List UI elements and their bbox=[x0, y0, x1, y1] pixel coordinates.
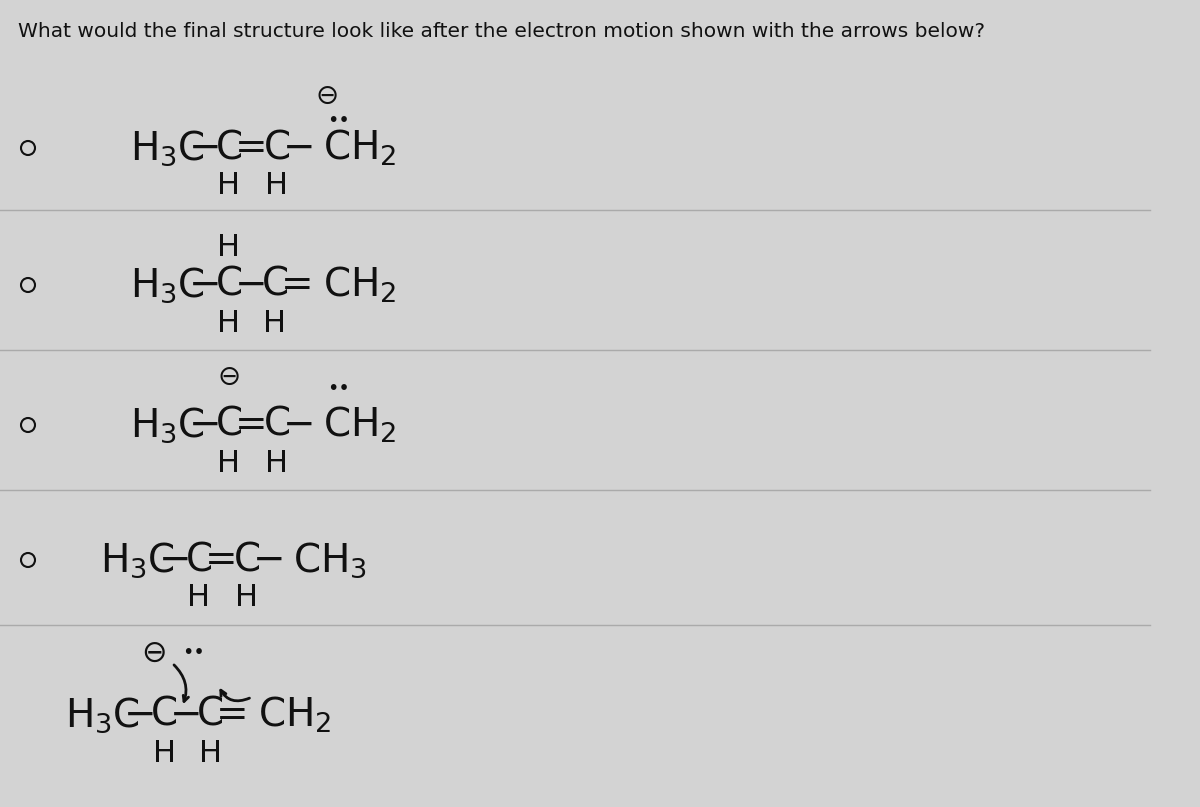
Text: =: = bbox=[216, 696, 248, 734]
Text: C: C bbox=[216, 129, 242, 167]
Text: −: − bbox=[158, 541, 191, 579]
Text: H: H bbox=[198, 738, 222, 767]
Text: −: − bbox=[283, 406, 316, 444]
Text: H$_3$C: H$_3$C bbox=[130, 128, 205, 168]
Text: H: H bbox=[187, 583, 210, 613]
Text: H: H bbox=[264, 308, 287, 337]
Text: =: = bbox=[235, 406, 268, 444]
Text: ••: •• bbox=[326, 111, 349, 129]
Text: H: H bbox=[217, 308, 240, 337]
Text: C: C bbox=[150, 696, 178, 734]
Text: C: C bbox=[234, 541, 260, 579]
Text: C: C bbox=[264, 129, 290, 167]
Text: =: = bbox=[235, 129, 268, 167]
Text: −: − bbox=[283, 129, 316, 167]
Text: H: H bbox=[265, 172, 288, 200]
Text: CH$_2$: CH$_2$ bbox=[323, 265, 396, 305]
Text: CH$_2$: CH$_2$ bbox=[323, 128, 396, 168]
Text: H: H bbox=[265, 449, 288, 478]
Text: CH$_2$: CH$_2$ bbox=[323, 405, 396, 445]
Text: −: − bbox=[253, 541, 286, 579]
Text: −: − bbox=[235, 266, 268, 304]
Text: CH$_3$: CH$_3$ bbox=[293, 540, 367, 579]
Text: H: H bbox=[217, 172, 240, 200]
Text: −: − bbox=[188, 406, 221, 444]
Text: C: C bbox=[216, 266, 242, 304]
Text: ⊖: ⊖ bbox=[316, 82, 338, 110]
Text: H: H bbox=[217, 232, 240, 261]
Text: H$_3$C: H$_3$C bbox=[100, 540, 175, 579]
Text: ⊖: ⊖ bbox=[142, 638, 167, 667]
Text: H: H bbox=[217, 449, 240, 478]
Text: −: − bbox=[169, 696, 203, 734]
Text: C: C bbox=[216, 406, 242, 444]
Text: −: − bbox=[188, 129, 221, 167]
Text: ⊖: ⊖ bbox=[217, 363, 241, 391]
Text: CH$_2$: CH$_2$ bbox=[258, 695, 331, 735]
Text: C: C bbox=[264, 406, 290, 444]
Text: H: H bbox=[235, 583, 258, 613]
Text: ••: •• bbox=[182, 643, 205, 663]
Text: H$_3$C: H$_3$C bbox=[65, 695, 140, 735]
Text: H$_3$C: H$_3$C bbox=[130, 266, 205, 305]
Text: ••: •• bbox=[326, 379, 349, 399]
Text: C: C bbox=[262, 266, 288, 304]
Text: =: = bbox=[281, 266, 313, 304]
Text: =: = bbox=[205, 541, 238, 579]
Text: −: − bbox=[188, 266, 221, 304]
Text: H: H bbox=[152, 738, 175, 767]
Text: C: C bbox=[197, 696, 223, 734]
Text: −: − bbox=[124, 696, 156, 734]
Text: What would the final structure look like after the electron motion shown with th: What would the final structure look like… bbox=[18, 22, 985, 41]
Text: C: C bbox=[186, 541, 212, 579]
Text: H$_3$C: H$_3$C bbox=[130, 405, 205, 445]
